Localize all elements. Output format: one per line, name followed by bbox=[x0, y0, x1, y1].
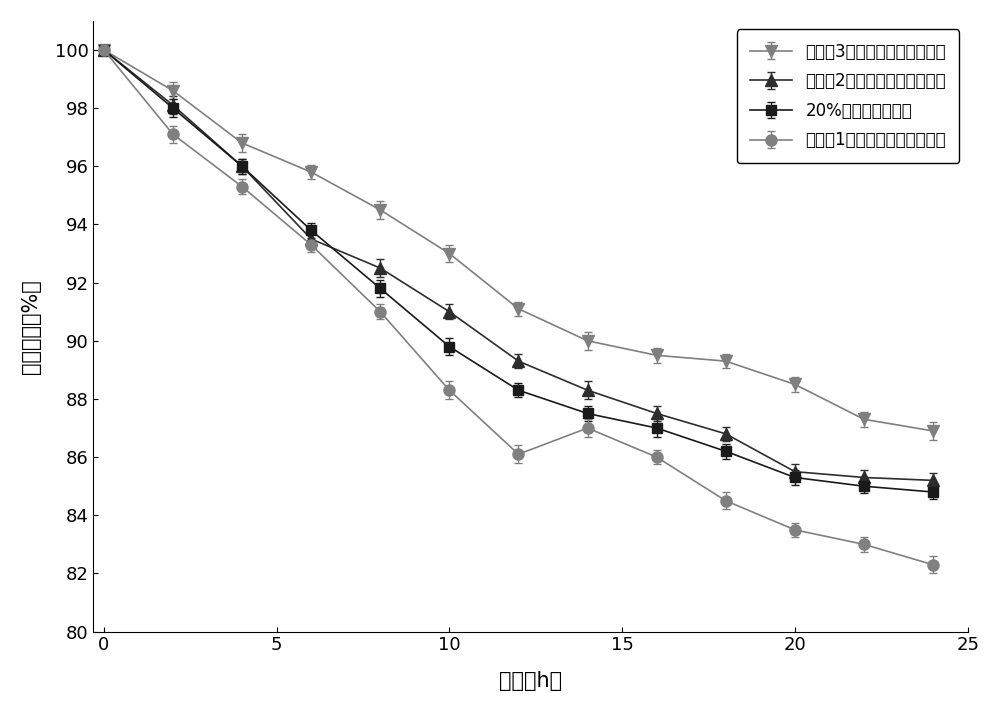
X-axis label: 时间（h）: 时间（h） bbox=[499, 671, 562, 691]
Y-axis label: 保湿性能（%）: 保湿性能（%） bbox=[21, 279, 41, 374]
Legend: 实施例3中的复合蛋白肽水凝胶, 实施例2中的复合蛋白肽水凝胶, 20%甘油（对照组）, 实施例1中的复合蛋白肽水凝胶: 实施例3中的复合蛋白肽水凝胶, 实施例2中的复合蛋白肽水凝胶, 20%甘油（对照… bbox=[737, 29, 959, 163]
